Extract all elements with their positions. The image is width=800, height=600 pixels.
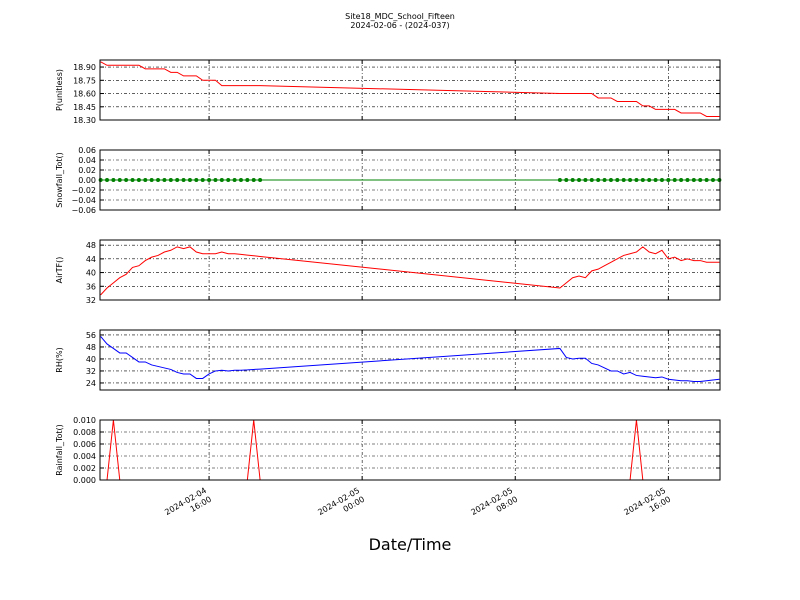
y-tick-label: 24 [86, 379, 96, 388]
y-tick-label: 18.60 [73, 90, 96, 99]
data-point [557, 178, 562, 182]
y-tick-label: 56 [86, 331, 96, 340]
data-point [187, 178, 192, 182]
y-tick-label: 0.00 [78, 176, 96, 185]
data-point [130, 178, 135, 182]
data-point [659, 178, 664, 182]
y-tick-label: 18.30 [73, 116, 96, 125]
data-point [168, 178, 173, 182]
data-point [691, 178, 696, 182]
data-point [628, 178, 633, 182]
y-tick-label: 0.006 [73, 440, 96, 449]
data-point [175, 178, 180, 182]
data-point [98, 178, 103, 182]
data-point [181, 178, 186, 182]
y-tick-label: 0.008 [73, 428, 96, 437]
x-axis-label: Date/Time [369, 535, 452, 554]
data-point [647, 178, 652, 182]
y-tick-label: 0.02 [78, 166, 96, 175]
y-tick-label: −0.02 [71, 186, 96, 195]
y-tick-label: 0.04 [78, 156, 96, 165]
data-point [710, 178, 715, 182]
data-point [570, 178, 575, 182]
data-point [194, 178, 199, 182]
data-point [136, 178, 141, 182]
plot-frame [99, 239, 721, 301]
y-tick-label: 0.002 [73, 464, 96, 473]
plot-frame [99, 329, 721, 391]
data-point [608, 178, 613, 182]
data-point [653, 178, 658, 182]
y-tick-label: 18.45 [73, 103, 96, 112]
data-point [685, 178, 690, 182]
data-point [162, 178, 167, 182]
plot-frame [99, 419, 721, 481]
y-tick-label: 40 [86, 269, 96, 278]
chart-subtitle: 2024-02-06 - (2024-037) [350, 21, 449, 30]
y-tick-label: 44 [86, 255, 96, 264]
data-point [602, 178, 607, 182]
data-point [111, 178, 116, 182]
y-tick-label: 18.75 [73, 76, 96, 85]
y-tick-label: 0.010 [73, 416, 96, 425]
data-point [117, 178, 122, 182]
data-point [640, 178, 645, 182]
y-tick-label: 48 [86, 241, 96, 250]
data-point [717, 178, 722, 182]
data-point [666, 178, 671, 182]
data-point [258, 178, 263, 182]
data-point [238, 178, 243, 182]
data-point [124, 178, 129, 182]
y-axis-label: Rainfall_Tot() [55, 424, 64, 476]
y-axis-label: RH(%) [55, 347, 64, 372]
data-point [583, 178, 588, 182]
data-point [596, 178, 601, 182]
y-axis-label: P(unitless) [55, 69, 64, 111]
y-tick-label: −0.06 [71, 206, 96, 215]
data-point [679, 178, 684, 182]
y-tick-label: 0.004 [73, 452, 96, 461]
y-tick-label: 48 [86, 343, 96, 352]
plot-frame [99, 59, 721, 121]
data-point [143, 178, 148, 182]
data-point [634, 178, 639, 182]
y-tick-label: 0.000 [73, 476, 96, 485]
y-tick-label: 32 [86, 296, 96, 305]
data-line [100, 61, 720, 117]
plot-frame [99, 149, 721, 211]
chart-title: Site18_MDC_School_Fifteen [345, 12, 455, 21]
y-tick-label: 40 [86, 355, 96, 364]
data-point [698, 178, 703, 182]
data-point [105, 178, 110, 182]
data-point [226, 178, 231, 182]
data-point [219, 178, 224, 182]
data-point [704, 178, 709, 182]
data-point [232, 178, 237, 182]
y-tick-label: 18.90 [73, 63, 96, 72]
data-point [621, 178, 626, 182]
y-tick-label: −0.04 [71, 196, 96, 205]
y-tick-label: 36 [86, 282, 96, 291]
data-point [156, 178, 161, 182]
data-line [100, 336, 720, 382]
data-point [589, 178, 594, 182]
data-point [577, 178, 582, 182]
data-point [245, 178, 250, 182]
y-axis-label: AirTF() [55, 257, 64, 284]
data-point [213, 178, 218, 182]
data-point [207, 178, 212, 182]
data-line [100, 246, 720, 296]
y-tick-label: 32 [86, 367, 96, 376]
data-point [564, 178, 569, 182]
y-axis-label: Snowfall_Tot() [55, 152, 64, 208]
data-point [251, 178, 256, 182]
data-point [615, 178, 620, 182]
data-point [149, 178, 154, 182]
data-point [200, 178, 205, 182]
y-tick-label: 0.06 [78, 146, 96, 155]
data-point [672, 178, 677, 182]
